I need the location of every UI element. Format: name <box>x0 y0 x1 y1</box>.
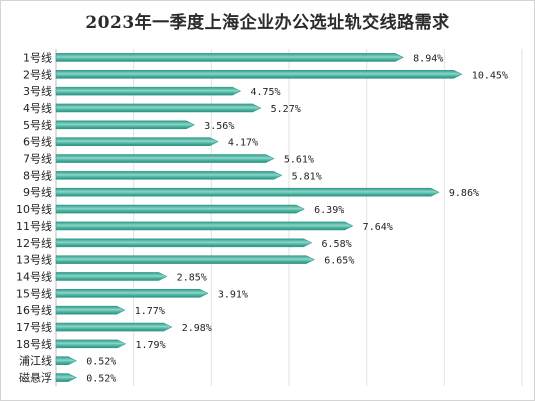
category-label: 12号线 <box>16 236 52 250</box>
bar-6 <box>55 137 219 146</box>
category-label: 浦江线 <box>19 354 52 368</box>
category-label: 5号线 <box>23 118 52 132</box>
value-label: 8.94% <box>413 53 443 64</box>
bar-12 <box>55 238 313 248</box>
value-label: 7.64% <box>363 222 393 233</box>
category-label: 8号线 <box>23 168 52 182</box>
category-label: 11号线 <box>16 219 52 233</box>
bar-7 <box>55 154 275 163</box>
bar-9 <box>55 187 440 197</box>
category-label: 6号线 <box>23 135 52 149</box>
bar-8 <box>55 171 283 180</box>
value-label: 9.86% <box>449 188 479 199</box>
bar-10 <box>55 204 305 214</box>
bar-1 <box>55 53 404 62</box>
bar-13 <box>55 255 315 264</box>
value-label: 5.27% <box>271 104 301 115</box>
value-label: 3.56% <box>204 121 234 132</box>
value-label: 6.65% <box>324 256 354 267</box>
category-label: 10号线 <box>16 202 52 216</box>
category-label: 18号线 <box>16 337 52 351</box>
category-label: 9号线 <box>23 185 52 199</box>
bar-19 <box>55 356 77 366</box>
bar-15 <box>55 289 209 298</box>
bar-5 <box>55 120 195 130</box>
value-label: 1.79% <box>136 340 166 351</box>
value-label: 4.75% <box>250 87 280 98</box>
category-label: 2号线 <box>23 67 52 81</box>
category-label: 1号线 <box>23 50 52 64</box>
bar-14 <box>55 272 168 281</box>
value-label: 0.52% <box>86 357 116 368</box>
category-label: 磁悬浮 <box>19 372 52 385</box>
value-label: 2.98% <box>182 323 212 334</box>
bar-2 <box>55 69 463 79</box>
value-label: 5.81% <box>292 171 322 182</box>
value-label: 10.45% <box>472 70 508 81</box>
bar-17 <box>55 322 173 332</box>
value-label: 3.91% <box>218 289 248 300</box>
value-label: 2.85% <box>177 272 207 283</box>
category-label: 13号线 <box>16 253 52 267</box>
chart-title: 2023年一季度上海企业办公选址轨交线路需求 <box>85 13 450 33</box>
category-label: 14号线 <box>16 269 52 283</box>
category-label: 17号线 <box>16 320 52 334</box>
bar-20 <box>55 373 77 382</box>
value-label: 6.58% <box>322 239 352 250</box>
category-label: 16号线 <box>16 303 52 317</box>
value-label: 4.17% <box>228 138 258 149</box>
category-label: 4号线 <box>23 101 52 115</box>
category-label: 15号线 <box>16 286 52 300</box>
bar-18 <box>55 339 127 349</box>
value-label: 1.77% <box>135 306 165 317</box>
bar-4 <box>55 103 262 113</box>
value-label: 6.39% <box>314 205 344 216</box>
bar-3 <box>55 86 242 96</box>
category-label: 3号线 <box>23 84 52 98</box>
value-label: 0.52% <box>86 374 116 385</box>
bar-16 <box>55 305 126 315</box>
value-label: 5.61% <box>284 155 314 166</box>
bar-11 <box>55 221 354 231</box>
category-label: 7号线 <box>23 152 52 166</box>
